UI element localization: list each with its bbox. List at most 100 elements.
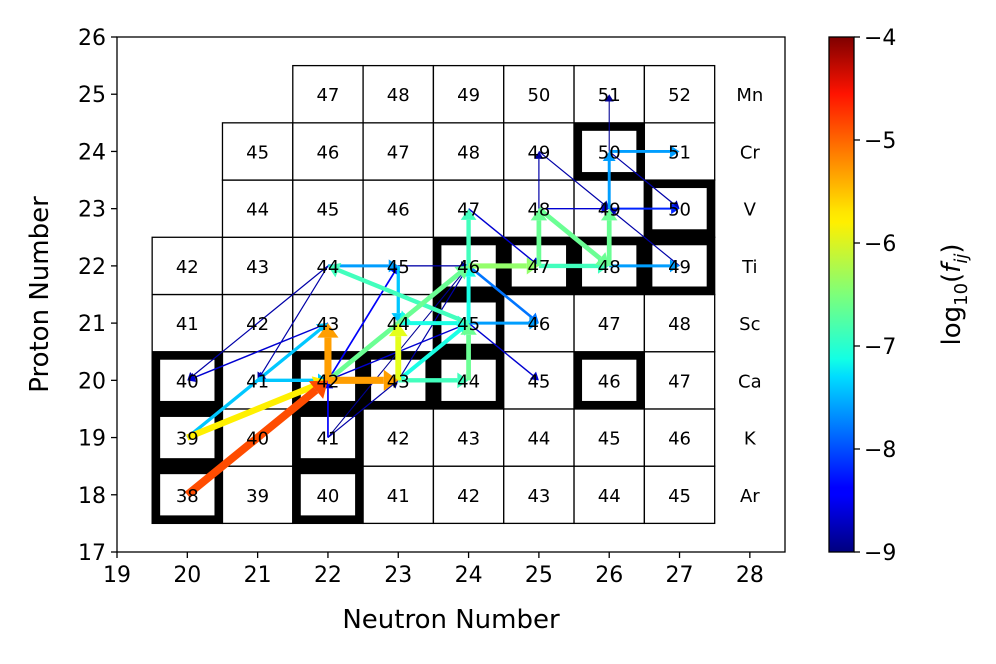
flow-arrow-head <box>602 151 616 161</box>
x-tick-label: 22 <box>314 563 342 588</box>
flow-arrow-shaft <box>327 325 462 381</box>
element-symbol-label: Ti <box>741 257 757 278</box>
mass-number-label: 49 <box>598 200 621 221</box>
x-axis-label: Neutron Number <box>342 605 560 635</box>
flow-arrow-shaft <box>397 328 462 382</box>
mass-number-label: 45 <box>387 257 410 278</box>
colorbar-gradient <box>828 36 855 553</box>
flow-arrow-head <box>669 144 680 158</box>
mass-number-label: 45 <box>457 314 480 335</box>
mass-number-label: 45 <box>668 486 691 507</box>
flow-arrow-head <box>317 323 339 338</box>
element-symbol-label: Ar <box>740 486 760 507</box>
colorbar-tick-label: −8 <box>864 438 896 463</box>
element-symbol-label: Cr <box>740 142 761 163</box>
flow-arrow-shaft <box>538 150 604 205</box>
mass-number-label: 44 <box>527 429 550 450</box>
flow-arrow-shaft <box>186 382 317 441</box>
flow-arrow-head <box>383 369 399 391</box>
flow-arrow-shaft <box>327 272 395 381</box>
stable-isotope-box <box>574 351 645 409</box>
y-tick-label: 20 <box>78 369 106 394</box>
flow-arrow-head <box>529 316 539 330</box>
flow-arrow-shaft <box>337 268 470 326</box>
nuclide-cell <box>432 408 505 467</box>
mass-number-label: 46 <box>598 371 621 392</box>
mass-number-label: 49 <box>668 257 691 278</box>
mass-number-label: 41 <box>316 429 339 450</box>
mass-number-label: 47 <box>457 200 480 221</box>
element-symbol-label: Mn <box>736 85 763 106</box>
element-symbol-label: Sc <box>739 314 760 335</box>
colorbar-label: log10(fij) <box>937 243 972 345</box>
x-tick-label: 20 <box>173 563 201 588</box>
element-symbol-label: Ca <box>738 371 762 392</box>
mass-number-label: 48 <box>387 85 410 106</box>
mass-number-label: 43 <box>527 486 550 507</box>
x-tick-label: 28 <box>736 563 764 588</box>
flow-arrow-head <box>388 323 408 337</box>
mass-number-label: 44 <box>316 257 339 278</box>
flow-arrow-shaft <box>326 271 462 383</box>
mass-number-label: 47 <box>668 371 691 392</box>
colorbar-tick-label: −4 <box>864 26 896 51</box>
flow-arrow-shaft <box>468 322 534 377</box>
mass-number-label: 41 <box>246 371 269 392</box>
stable-isotope-box <box>152 466 223 524</box>
y-tick-label: 23 <box>78 198 106 223</box>
mass-number-label: 50 <box>668 200 691 221</box>
mass-number-label: 48 <box>527 200 550 221</box>
mass-number-label: 48 <box>668 314 691 335</box>
flow-arrow-shaft <box>468 208 534 262</box>
flow-arrow-head <box>600 208 618 221</box>
nuclide-cell <box>362 408 435 467</box>
x-tick-label: 19 <box>103 563 131 588</box>
cell-labels: 38 39 40 41 42 43 44 45 Ar 39 40 41 42 43 44 45 46 K 40 41 4… <box>176 85 763 507</box>
mass-number-label: 42 <box>387 429 410 450</box>
flow-arrow-shaft <box>261 265 329 375</box>
mass-number-label: 46 <box>316 142 339 163</box>
flow-arrow-shaft <box>397 271 466 381</box>
colorbar-label-part: 10 <box>951 283 972 306</box>
mass-number-label: 43 <box>457 429 480 450</box>
nuclide-cell <box>503 465 575 525</box>
mass-number-label: 47 <box>387 142 410 163</box>
mass-number-label: 44 <box>598 486 621 507</box>
flow-arrow-shaft <box>614 212 680 267</box>
y-tick-label: 25 <box>78 83 106 108</box>
mass-number-label: 45 <box>598 429 621 450</box>
y-tick-label: 18 <box>78 484 106 509</box>
mass-number-label: 42 <box>176 257 199 278</box>
flow-arrow-head <box>529 371 539 381</box>
y-tick-label: 22 <box>78 255 106 280</box>
x-tick-label: 24 <box>455 563 483 588</box>
colorbar: −4 −5 −6 −7 −8 −9 log10(fij) <box>828 26 972 566</box>
mass-number-label: 45 <box>316 200 339 221</box>
plot-frame <box>116 36 786 553</box>
nuclide-cell <box>221 236 294 296</box>
colorbar-label-part: ) <box>937 243 967 253</box>
flow-arrow-head <box>671 203 680 215</box>
flow-arrow-head <box>460 208 477 220</box>
flow-arrow-head <box>389 265 399 276</box>
flow-arrow-head <box>604 94 614 102</box>
colorbar-tick-label: −6 <box>864 232 896 257</box>
flow-arrow-head <box>388 259 399 273</box>
nuclide-cell <box>643 293 716 353</box>
mass-number-label: 41 <box>176 314 199 335</box>
flow-arrow-head <box>327 262 342 278</box>
nuclide-cell <box>221 465 294 525</box>
mass-number-label: 41 <box>387 486 410 507</box>
flow-arrow-shaft <box>192 265 329 377</box>
mass-number-label: 49 <box>457 85 480 106</box>
flow-arrow-head <box>530 208 548 221</box>
colorbar-tick-label: −5 <box>864 129 896 154</box>
colorbar-tick-label: −9 <box>864 541 896 566</box>
nuclide-cell <box>221 122 294 181</box>
mass-number-label: 52 <box>668 85 691 106</box>
x-tick-label: 23 <box>384 563 412 588</box>
mass-number-label: 42 <box>316 371 339 392</box>
mass-number-label: 51 <box>668 142 691 163</box>
mass-number-label: 38 <box>176 486 199 507</box>
